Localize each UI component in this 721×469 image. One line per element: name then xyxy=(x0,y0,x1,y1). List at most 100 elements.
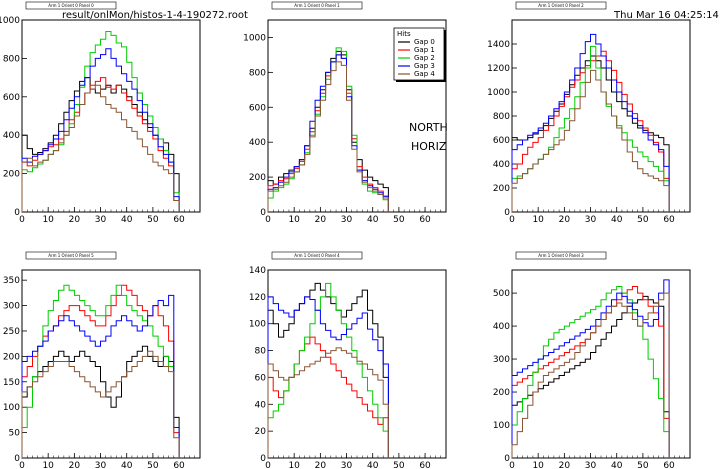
legend-entry: Gap 1 xyxy=(414,46,435,54)
y-tick-label: 300 xyxy=(493,355,510,365)
y-tick-label: 0 xyxy=(260,208,266,218)
x-tick-label: 60 xyxy=(419,215,431,225)
y-tick-label: 400 xyxy=(3,131,20,141)
x-tick-label: 10 xyxy=(288,461,300,469)
x-tick-label: 10 xyxy=(42,215,54,225)
y-tick-label: 100 xyxy=(249,320,266,330)
y-tick-label: 200 xyxy=(3,352,20,362)
x-tick-label: 50 xyxy=(393,461,405,469)
y-tick-label: 1000 xyxy=(487,88,510,98)
x-tick-label: 20 xyxy=(559,461,571,469)
y-tick-label: 60 xyxy=(255,373,267,383)
x-tick-label: 60 xyxy=(419,461,431,469)
x-tick-label: 10 xyxy=(532,215,544,225)
x-tick-label: 40 xyxy=(367,215,379,225)
x-tick-label: 20 xyxy=(315,215,327,225)
panel-title-box xyxy=(271,251,363,260)
y-tick-label: 300 xyxy=(3,302,20,312)
series-line-gap-0 xyxy=(267,282,389,458)
legend-entry: Gap 0 xyxy=(414,38,435,46)
x-tick-label: 60 xyxy=(173,461,185,469)
y-tick-label: 350 xyxy=(3,276,20,286)
y-tick-label: 400 xyxy=(493,160,510,170)
series-line-gap-4 xyxy=(511,69,670,212)
y-tick-label: 0 xyxy=(14,208,20,218)
panel-title-box xyxy=(271,1,363,10)
panel-0: Arm 1 Orient 0 Panel 00 10 20 30 40 50 6002004… xyxy=(0,1,201,225)
y-tick-label: 1000 xyxy=(243,33,266,43)
series-line-gap-4 xyxy=(21,350,180,458)
panel-3: Arm 1 Orient 0 Panel 5 0 10 20 30 40 50 60 0 50 10… xyxy=(3,251,201,469)
x-tick-label: 50 xyxy=(637,461,649,469)
x-tick-label: 50 xyxy=(147,215,159,225)
y-tick-label: 1400 xyxy=(487,40,510,50)
y-tick-label: 600 xyxy=(249,103,266,113)
panel-title-box xyxy=(515,251,607,260)
y-tick-label: 200 xyxy=(493,184,510,194)
y-tick-label: 0 xyxy=(260,454,266,464)
y-tick-label: 100 xyxy=(3,403,20,413)
y-tick-label: 20 xyxy=(255,427,267,437)
x-tick-label: 30 xyxy=(95,461,107,469)
x-tick-label: 0 xyxy=(265,461,271,469)
x-tick-label: 40 xyxy=(611,461,623,469)
x-tick-label: 0 xyxy=(509,461,515,469)
panel-title: Arm 1 Orient 0 Panel 4 xyxy=(294,253,340,258)
series-line-gap-3 xyxy=(267,54,389,212)
y-tick-label: 0 xyxy=(504,454,510,464)
panel-title: Arm 1 Orient 0 Panel 5 xyxy=(48,253,94,258)
series-line-gap-4 xyxy=(511,292,670,458)
series-line-gap-2 xyxy=(267,47,389,212)
x-tick-label: 60 xyxy=(173,215,185,225)
x-tick-label: 30 xyxy=(341,215,353,225)
y-tick-label: 100 xyxy=(493,421,510,431)
x-tick-label: 50 xyxy=(637,215,649,225)
annotation-horiz: HORIZ xyxy=(411,140,447,153)
x-tick-label: 50 xyxy=(393,215,405,225)
panel-title: Arm 1 Orient 0 Panel 0 xyxy=(48,3,94,8)
x-tick-label: 20 xyxy=(69,461,81,469)
series-line-gap-1 xyxy=(267,336,389,458)
panel-title: Arm 1 Orient 0 Panel 2 xyxy=(538,3,584,8)
y-tick-label: 1000 xyxy=(0,16,20,26)
x-tick-label: 40 xyxy=(611,215,623,225)
series-line-gap-3 xyxy=(511,279,670,458)
series-line-gap-4 xyxy=(267,347,389,458)
y-tick-label: 600 xyxy=(493,136,510,146)
series-line-gap-3 xyxy=(511,33,670,212)
series-line-gap-3 xyxy=(21,48,180,212)
x-tick-label: 20 xyxy=(315,461,327,469)
series-line-gap-4 xyxy=(21,84,180,212)
y-tick-label: 400 xyxy=(493,322,510,332)
x-tick-label: 30 xyxy=(95,215,107,225)
x-tick-label: 0 xyxy=(19,215,25,225)
y-tick-label: 50 xyxy=(9,429,21,439)
series-line-gap-0 xyxy=(21,77,180,212)
legend-entry: Gap 2 xyxy=(414,54,435,62)
y-tick-label: 1200 xyxy=(487,64,510,74)
legend-title: Hits xyxy=(397,30,411,38)
panel-title-box xyxy=(25,251,117,260)
y-tick-label: 150 xyxy=(3,378,20,388)
y-tick-label: 0 xyxy=(14,454,20,464)
x-tick-label: 10 xyxy=(288,215,300,225)
x-tick-label: 30 xyxy=(341,461,353,469)
legend-entry: Gap 4 xyxy=(414,70,435,78)
panel-title: Arm 1 Orient 0 Panel 3 xyxy=(538,253,584,258)
x-tick-label: 40 xyxy=(121,461,133,469)
x-tick-label: 0 xyxy=(19,461,25,469)
series-line-gap-2 xyxy=(267,282,389,458)
x-tick-label: 20 xyxy=(559,215,571,225)
x-tick-label: 60 xyxy=(663,461,675,469)
y-tick-label: 800 xyxy=(3,54,20,64)
x-tick-label: 0 xyxy=(265,215,271,225)
panel-title-box xyxy=(515,1,607,10)
series-line-gap-3 xyxy=(21,294,180,458)
panel-title-box xyxy=(25,1,117,10)
series-line-gap-1 xyxy=(21,77,180,212)
panels: Arm 1 Orient 0 Panel 00 10 20 30 40 50 6002004… xyxy=(0,1,691,469)
x-tick-label: 10 xyxy=(532,461,544,469)
series-line-gap-0 xyxy=(21,345,180,458)
